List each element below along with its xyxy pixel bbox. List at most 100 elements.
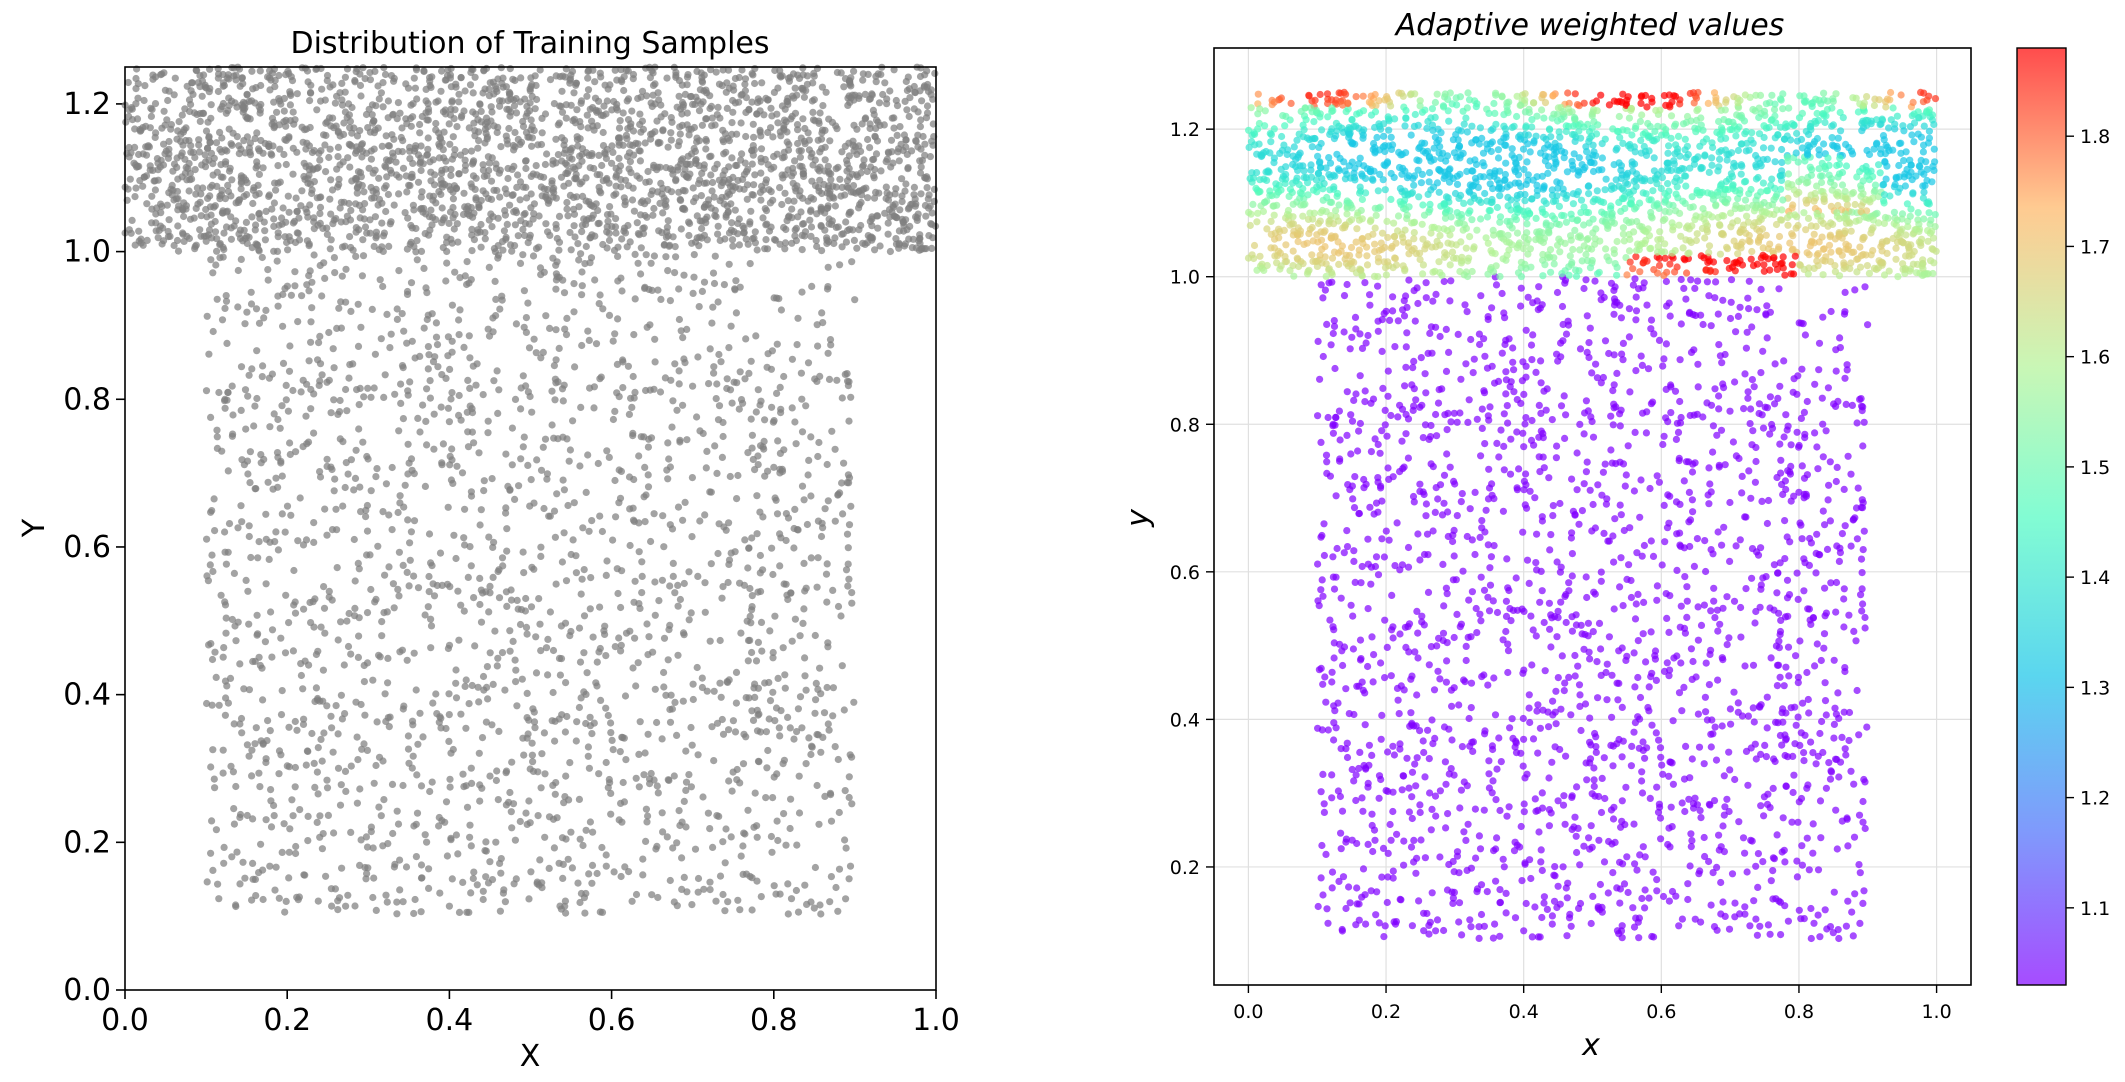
left-data-point [440, 440, 447, 447]
left-data-point [901, 188, 908, 195]
left-data-point [333, 166, 340, 173]
left-data-point [789, 356, 796, 363]
left-data-point [498, 80, 505, 87]
left-data-point [576, 462, 583, 469]
left-data-point [812, 632, 819, 639]
left-data-point [657, 388, 664, 395]
left-data-point [158, 71, 165, 78]
left-data-point [787, 589, 794, 596]
left-data-point [751, 681, 758, 688]
left-data-point [680, 101, 687, 108]
left-data-point [395, 99, 402, 106]
left-data-point [542, 436, 549, 443]
left-data-point [438, 459, 445, 466]
left-data-point [497, 167, 504, 174]
left-data-point [710, 270, 717, 277]
left-data-point [476, 575, 483, 582]
left-data-point [886, 87, 893, 94]
right-data-point [1673, 436, 1680, 443]
left-data-point [784, 138, 791, 145]
left-data-point [316, 834, 323, 841]
left-data-point [451, 115, 458, 122]
left-data-point [519, 676, 526, 683]
left-data-point [310, 624, 317, 631]
right-data-point [1596, 620, 1603, 627]
left-data-point [304, 837, 311, 844]
left-data-point [670, 573, 677, 580]
left-data-point [179, 142, 186, 149]
left-data-point [767, 199, 774, 206]
left-data-point [211, 527, 218, 534]
left-data-point [552, 534, 559, 541]
left-data-point [509, 192, 516, 199]
left-data-point [371, 68, 378, 75]
left-data-point [663, 75, 670, 82]
left-data-point [478, 587, 485, 594]
left-data-point [253, 724, 260, 731]
left-data-point [241, 461, 248, 468]
left-data-point [211, 649, 218, 656]
left-data-point [577, 123, 584, 130]
left-data-point [317, 147, 324, 154]
left-data-point [552, 791, 559, 798]
left-data-point [610, 416, 617, 423]
left-data-point [758, 79, 765, 86]
left-data-point [279, 510, 286, 517]
left-data-point [289, 387, 296, 394]
left-data-point [702, 609, 709, 616]
left-data-point [762, 794, 769, 801]
left-data-point [267, 150, 274, 157]
left-data-point [709, 844, 716, 851]
right-data-point [1321, 552, 1328, 559]
left-data-point [335, 176, 342, 183]
left-data-point [515, 232, 522, 239]
right-data-point [1324, 920, 1331, 927]
right-data-point [1798, 842, 1805, 849]
left-data-point [286, 849, 293, 856]
left-data-point [181, 156, 188, 163]
left-data-point [552, 779, 559, 786]
left-data-point [425, 351, 432, 358]
right-data-point [1617, 554, 1624, 561]
left-data-point [447, 835, 454, 842]
left-data-point [459, 469, 466, 476]
left-data-point [736, 779, 743, 786]
left-data-point [552, 376, 559, 383]
right-data-point [1484, 888, 1491, 895]
left-data-point [424, 146, 431, 153]
left-data-point [446, 711, 453, 718]
right-data-point [1479, 425, 1486, 432]
left-data-point [414, 415, 421, 422]
left-data-point [455, 91, 462, 98]
left-data-point [286, 233, 293, 240]
left-data-point [316, 468, 323, 475]
right-data-point [1518, 877, 1525, 884]
left-data-point [645, 471, 652, 478]
left-data-point [450, 133, 457, 140]
left-data-point [452, 555, 459, 562]
left-data-point [664, 224, 671, 231]
left-data-point [213, 183, 220, 190]
left-data-point [816, 164, 823, 171]
right-data-point [1590, 628, 1597, 635]
right-data-point [1576, 681, 1583, 688]
left-data-point [404, 657, 411, 664]
left-data-point [274, 162, 281, 169]
left-data-point [397, 492, 404, 499]
left-data-point [241, 875, 248, 882]
left-data-point [604, 223, 611, 230]
left-data-point [337, 397, 344, 404]
left-data-point [635, 600, 642, 607]
left-data-point [777, 450, 784, 457]
left-data-point [205, 577, 212, 584]
left-data-point [171, 91, 178, 98]
left-data-point [752, 228, 759, 235]
left-data-point [717, 873, 724, 880]
left-data-point [530, 252, 537, 259]
left-data-point [833, 377, 840, 384]
left-data-point [737, 157, 744, 164]
left-data-point [524, 631, 531, 638]
left-data-point [668, 137, 675, 144]
left-data-point [267, 786, 274, 793]
left-data-point [577, 836, 584, 843]
